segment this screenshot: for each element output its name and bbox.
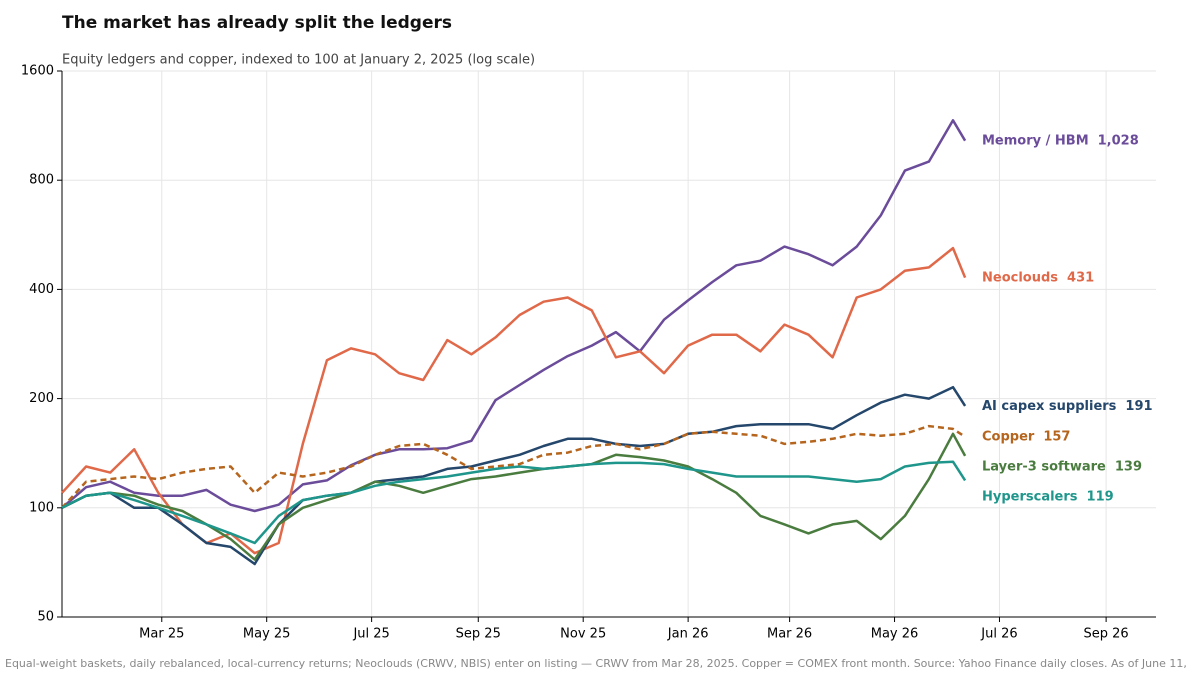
legend-entry: Memory / HBM (982, 133, 1089, 148)
value-label: 191 (1125, 398, 1152, 413)
y-tick-label: 800 (29, 173, 54, 188)
x-tick-label: May 26 (871, 627, 919, 642)
y-tick-label: 400 (29, 282, 54, 297)
chart-subtitle: Equity ledgers and copper, indexed to 10… (62, 53, 535, 68)
series-line (61, 119, 967, 513)
series-line (61, 424, 966, 509)
x-tick-label: Jan 26 (667, 627, 709, 642)
chart-title: The market has already split the ledgers (62, 13, 452, 33)
end-label: Copper 157 (982, 429, 1070, 444)
y-tick-label: 200 (29, 391, 54, 406)
legend-entry: Neoclouds (982, 270, 1058, 285)
legend-entry: AI capex suppliers (982, 398, 1117, 413)
end-label: Memory / HBM 1,028 (982, 133, 1139, 148)
x-tick-label: Sep 25 (456, 627, 501, 642)
x-tick-label: Jul 25 (352, 627, 389, 642)
series-line (61, 432, 967, 561)
x-tick-label: Sep 26 (1084, 627, 1129, 642)
value-label: 119 (1087, 489, 1114, 504)
y-tick-label: 50 (37, 610, 54, 625)
x-tick-label: Nov 25 (560, 627, 606, 642)
value-label: 157 (1043, 429, 1070, 444)
footnote: Equal-weight baskets, daily rebalanced, … (5, 657, 1187, 670)
x-tick-label: Jul 26 (980, 627, 1017, 642)
y-tick-label: 1600 (21, 64, 54, 79)
value-label: 431 (1067, 270, 1094, 285)
end-label: Hyperscalers 119 (982, 489, 1114, 504)
end-label: AI capex suppliers 191 (982, 398, 1153, 413)
series-line (61, 246, 967, 555)
end-label: Neoclouds 431 (982, 270, 1094, 285)
series-line (61, 385, 967, 566)
value-label: 1,028 (1098, 133, 1139, 148)
end-label: Layer-3 software 139 (982, 459, 1142, 474)
legend-entry: Hyperscalers (982, 489, 1078, 504)
legend-entry: Layer-3 software (982, 459, 1106, 474)
x-tick-label: Mar 26 (767, 627, 812, 642)
y-tick-label: 100 (29, 500, 54, 515)
legend-entry: Copper (982, 429, 1035, 444)
x-tick-label: Mar 25 (139, 627, 184, 642)
value-label: 139 (1115, 459, 1142, 474)
series-line (61, 460, 967, 545)
x-tick-label: May 25 (243, 627, 291, 642)
